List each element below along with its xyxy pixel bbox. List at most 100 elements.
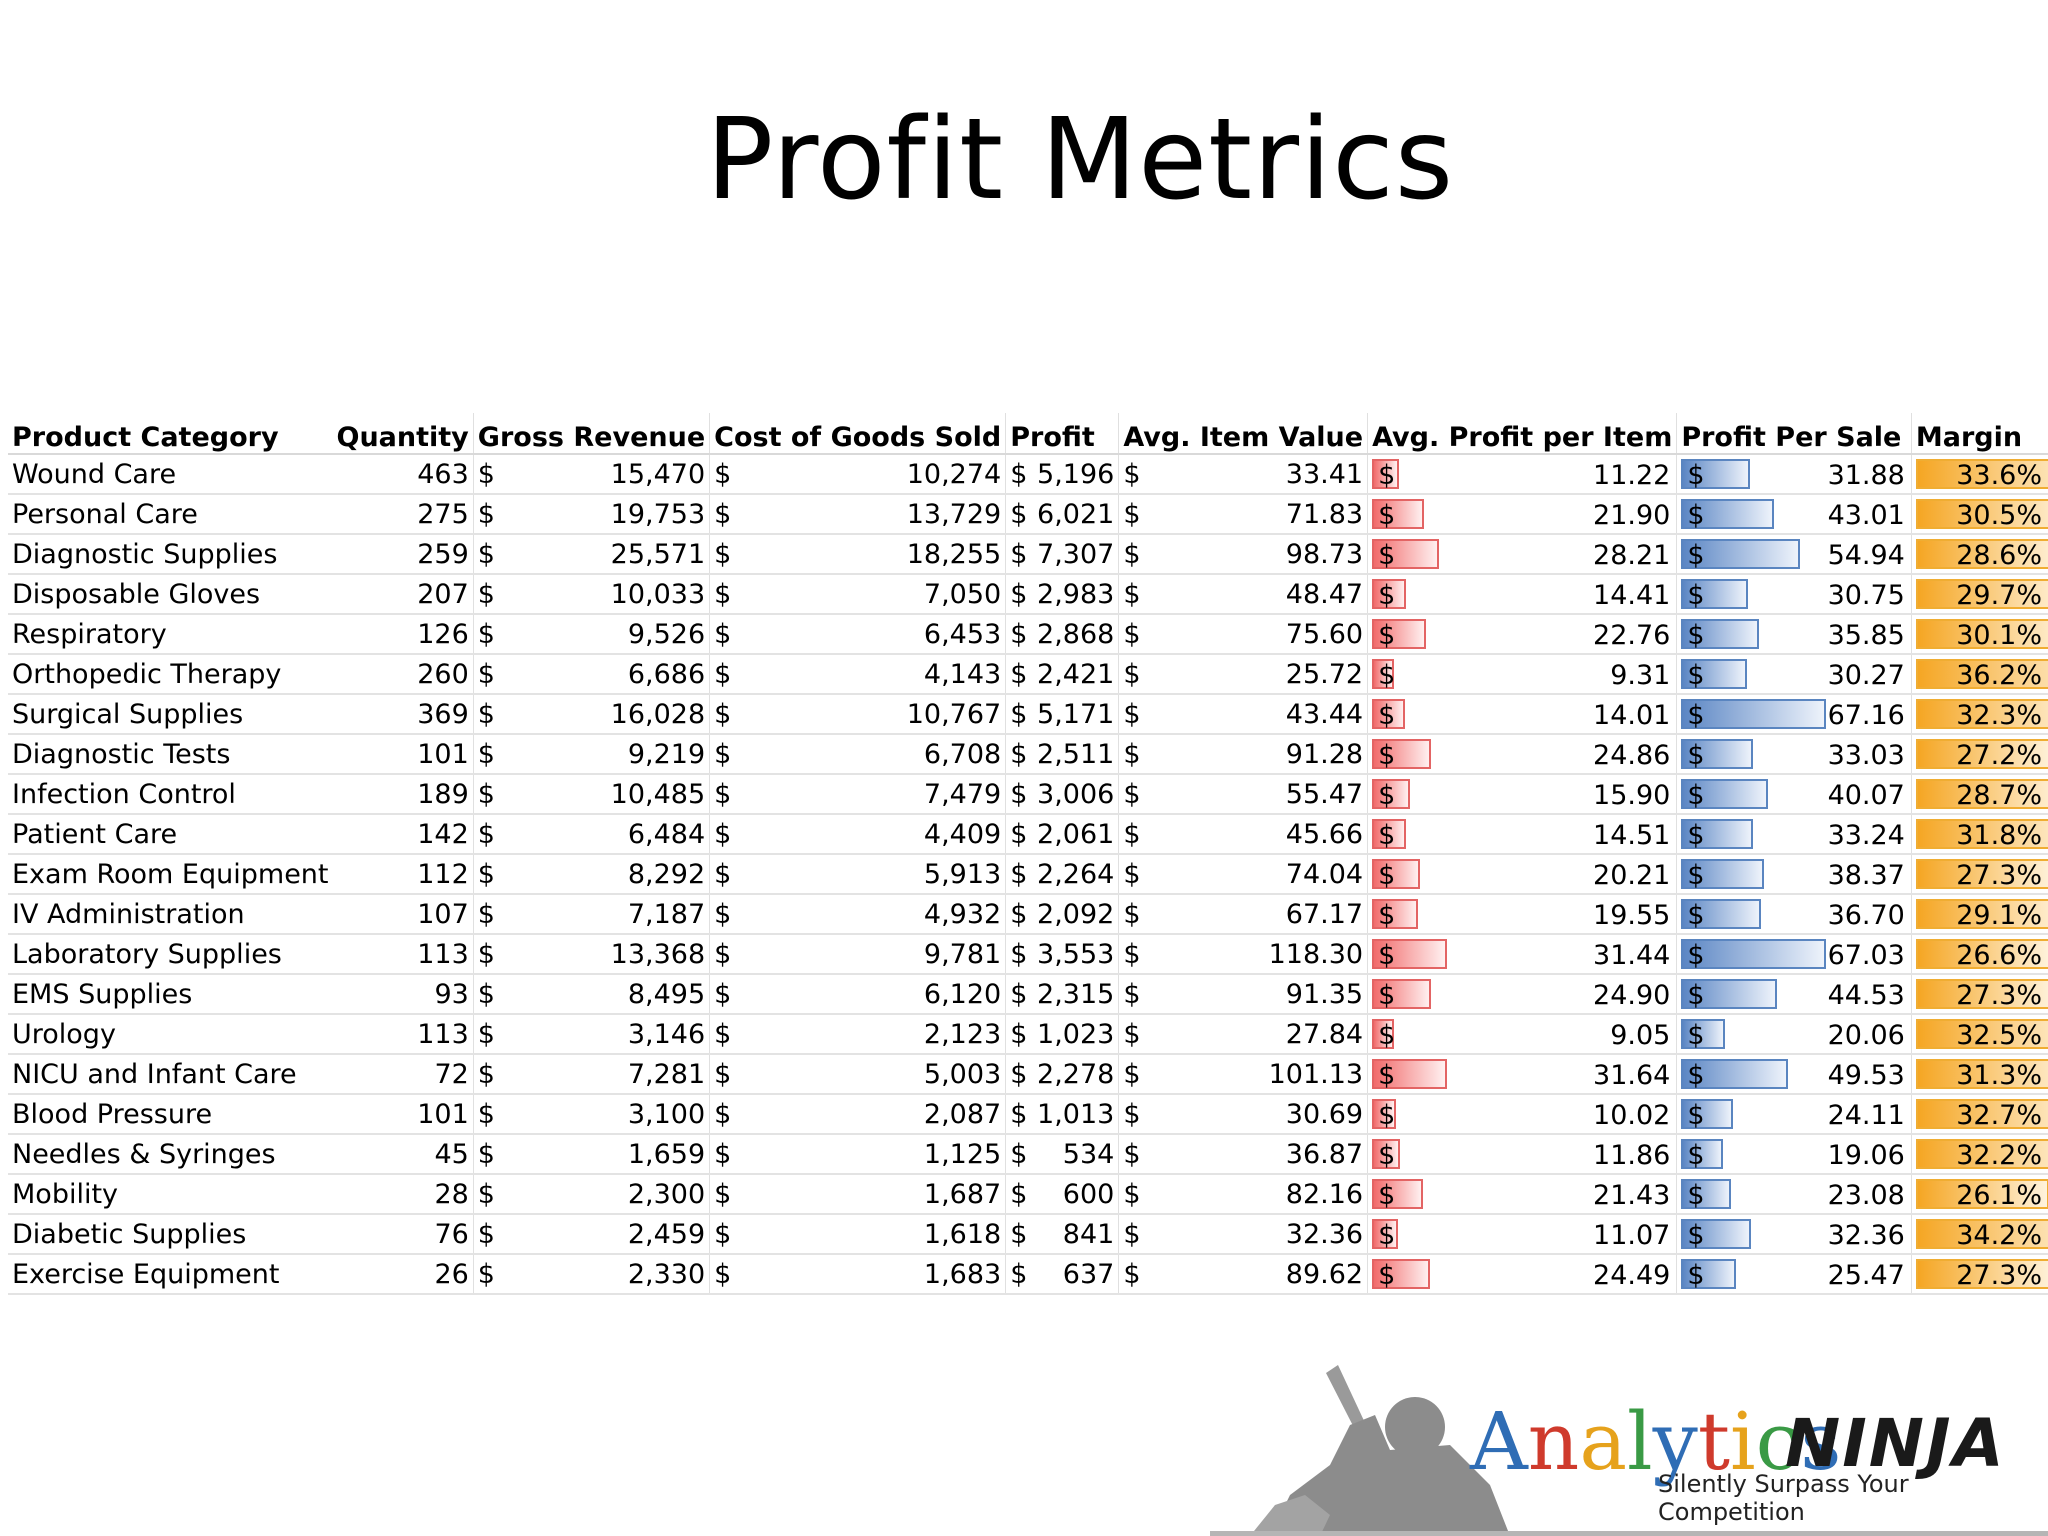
- profit-per-sale-cell: 44.53: [1827, 980, 1905, 1011]
- quantity-cell: 275: [332, 494, 474, 535]
- currency-symbol: $: [1378, 580, 1396, 611]
- currency-symbol: $: [477, 858, 495, 890]
- category-cell: Personal Care: [8, 494, 333, 535]
- profit-cell: 5,196: [1037, 458, 1115, 490]
- profit-per-sale-cell: 33.24: [1827, 820, 1905, 851]
- avg-profit-databar: [1372, 819, 1407, 849]
- currency-symbol: $: [1378, 1060, 1396, 1091]
- avg-item-value-cell: 118.30: [1268, 938, 1364, 970]
- avg-profit-cell: 14.01: [1593, 700, 1671, 731]
- category-cell: Diagnostic Supplies: [8, 534, 333, 575]
- currency-symbol: $: [1378, 860, 1396, 891]
- currency-symbol: $: [1010, 778, 1028, 810]
- currency-symbol: $: [714, 618, 732, 650]
- currency-symbol: $: [714, 498, 732, 530]
- profit-per-sale-databar: [1681, 979, 1778, 1009]
- cogs-cell: 5,913: [923, 858, 1002, 890]
- margin-databar: [1915, 619, 2048, 649]
- currency-symbol: $: [714, 1258, 732, 1290]
- currency-symbol: $: [477, 818, 495, 850]
- revenue-cell: 6,484: [627, 818, 706, 850]
- currency-symbol: $: [714, 1018, 732, 1050]
- profit-per-sale-databar: [1681, 699, 1827, 729]
- currency-symbol: $: [477, 698, 495, 730]
- profit-cell: 2,264: [1037, 858, 1115, 890]
- logo-letter: A: [1470, 1395, 1528, 1488]
- currency-symbol: $: [1010, 698, 1028, 730]
- category-cell: Needles & Syringes: [8, 1134, 333, 1175]
- avg-item-value-cell: 55.47: [1285, 778, 1364, 810]
- profit-per-sale-cell: 24.11: [1827, 1100, 1905, 1131]
- profit-per-sale-cell: 67.16: [1827, 700, 1905, 731]
- margin-cell: 26.6%: [1956, 940, 2042, 971]
- currency-symbol: $: [714, 858, 732, 890]
- quantity-cell: 107: [332, 894, 474, 935]
- cogs-cell: 9,781: [923, 938, 1002, 970]
- profit-per-sale-cell: 30.27: [1827, 660, 1905, 691]
- currency-symbol: $: [1123, 1018, 1141, 1050]
- currency-symbol: $: [1378, 980, 1396, 1011]
- avg-profit-databar: [1372, 859, 1420, 889]
- currency-symbol: $: [1123, 898, 1141, 930]
- avg-profit-cell: 19.55: [1593, 900, 1671, 931]
- column-header: Margin: [1911, 413, 2048, 455]
- currency-symbol: $: [477, 1258, 495, 1290]
- category-cell: IV Administration: [8, 894, 333, 935]
- profit-per-sale-databar: [1681, 939, 1827, 969]
- margin-databar: [1915, 739, 2048, 769]
- cogs-cell: 13,729: [906, 498, 1002, 530]
- column-header: Avg. Profit per Item: [1367, 413, 1678, 455]
- currency-symbol: $: [1687, 740, 1705, 771]
- quantity-cell: 207: [332, 574, 474, 615]
- revenue-cell: 2,300: [627, 1178, 706, 1210]
- profit-per-sale-databar: [1681, 539, 1800, 569]
- profit-per-sale-databar: [1681, 779, 1768, 809]
- avg-profit-cell: 21.43: [1593, 1180, 1671, 1211]
- cogs-cell: 6,708: [923, 738, 1002, 770]
- profit-per-sale-cell: 32.36: [1827, 1220, 1905, 1251]
- margin-databar: [1915, 1179, 2048, 1209]
- avg-profit-databar: [1372, 979, 1432, 1009]
- currency-symbol: $: [1687, 620, 1705, 651]
- avg-profit-databar: [1372, 579, 1407, 609]
- currency-symbol: $: [1687, 460, 1705, 491]
- currency-symbol: $: [1687, 1100, 1705, 1131]
- ninja-silhouette-logo: [1210, 1365, 2048, 1536]
- cogs-cell: 7,050: [923, 578, 1002, 610]
- margin-cell: 27.3%: [1956, 1260, 2042, 1291]
- table-row: NICU and Infant Care 72 $7,281 $5,003 $2,278…: [8, 1054, 2048, 1095]
- currency-symbol: $: [1687, 940, 1705, 971]
- avg-profit-cell: 10.02: [1593, 1100, 1671, 1131]
- revenue-cell: 3,100: [627, 1098, 706, 1130]
- currency-symbol: $: [1010, 498, 1028, 530]
- logo-letter: t: [1697, 1395, 1730, 1488]
- currency-symbol: $: [1687, 1060, 1705, 1091]
- margin-cell: 29.7%: [1956, 580, 2042, 611]
- logo-letter: n: [1527, 1395, 1580, 1488]
- quantity-cell: 45: [332, 1134, 474, 1175]
- profit-cell: 2,315: [1037, 978, 1115, 1010]
- currency-symbol: $: [1378, 660, 1396, 691]
- slide-title: Profit Metrics: [705, 95, 1455, 225]
- avg-item-value-cell: 75.60: [1285, 618, 1364, 650]
- profit-cell: 2,092: [1037, 898, 1115, 930]
- profit-per-sale-cell: 25.47: [1827, 1260, 1905, 1291]
- currency-symbol: $: [477, 578, 495, 610]
- currency-symbol: $: [1378, 1100, 1396, 1131]
- currency-symbol: $: [1123, 498, 1141, 530]
- cogs-cell: 10,767: [906, 698, 1002, 730]
- currency-symbol: $: [477, 1178, 495, 1210]
- avg-profit-databar: [1372, 899, 1419, 929]
- currency-symbol: $: [1010, 938, 1028, 970]
- cogs-cell: 4,932: [923, 898, 1002, 930]
- currency-symbol: $: [477, 1018, 495, 1050]
- currency-symbol: $: [477, 938, 495, 970]
- avg-profit-cell: 22.76: [1593, 620, 1671, 651]
- currency-symbol: $: [1378, 1260, 1396, 1291]
- table-row: Exercise Equipment 26 $2,330 $1,683 $637 $89.…: [8, 1254, 2048, 1295]
- currency-symbol: $: [1010, 898, 1028, 930]
- quantity-cell: 260: [332, 654, 474, 695]
- currency-symbol: $: [477, 898, 495, 930]
- currency-symbol: $: [1123, 738, 1141, 770]
- profit-cell: 2,983: [1037, 578, 1115, 610]
